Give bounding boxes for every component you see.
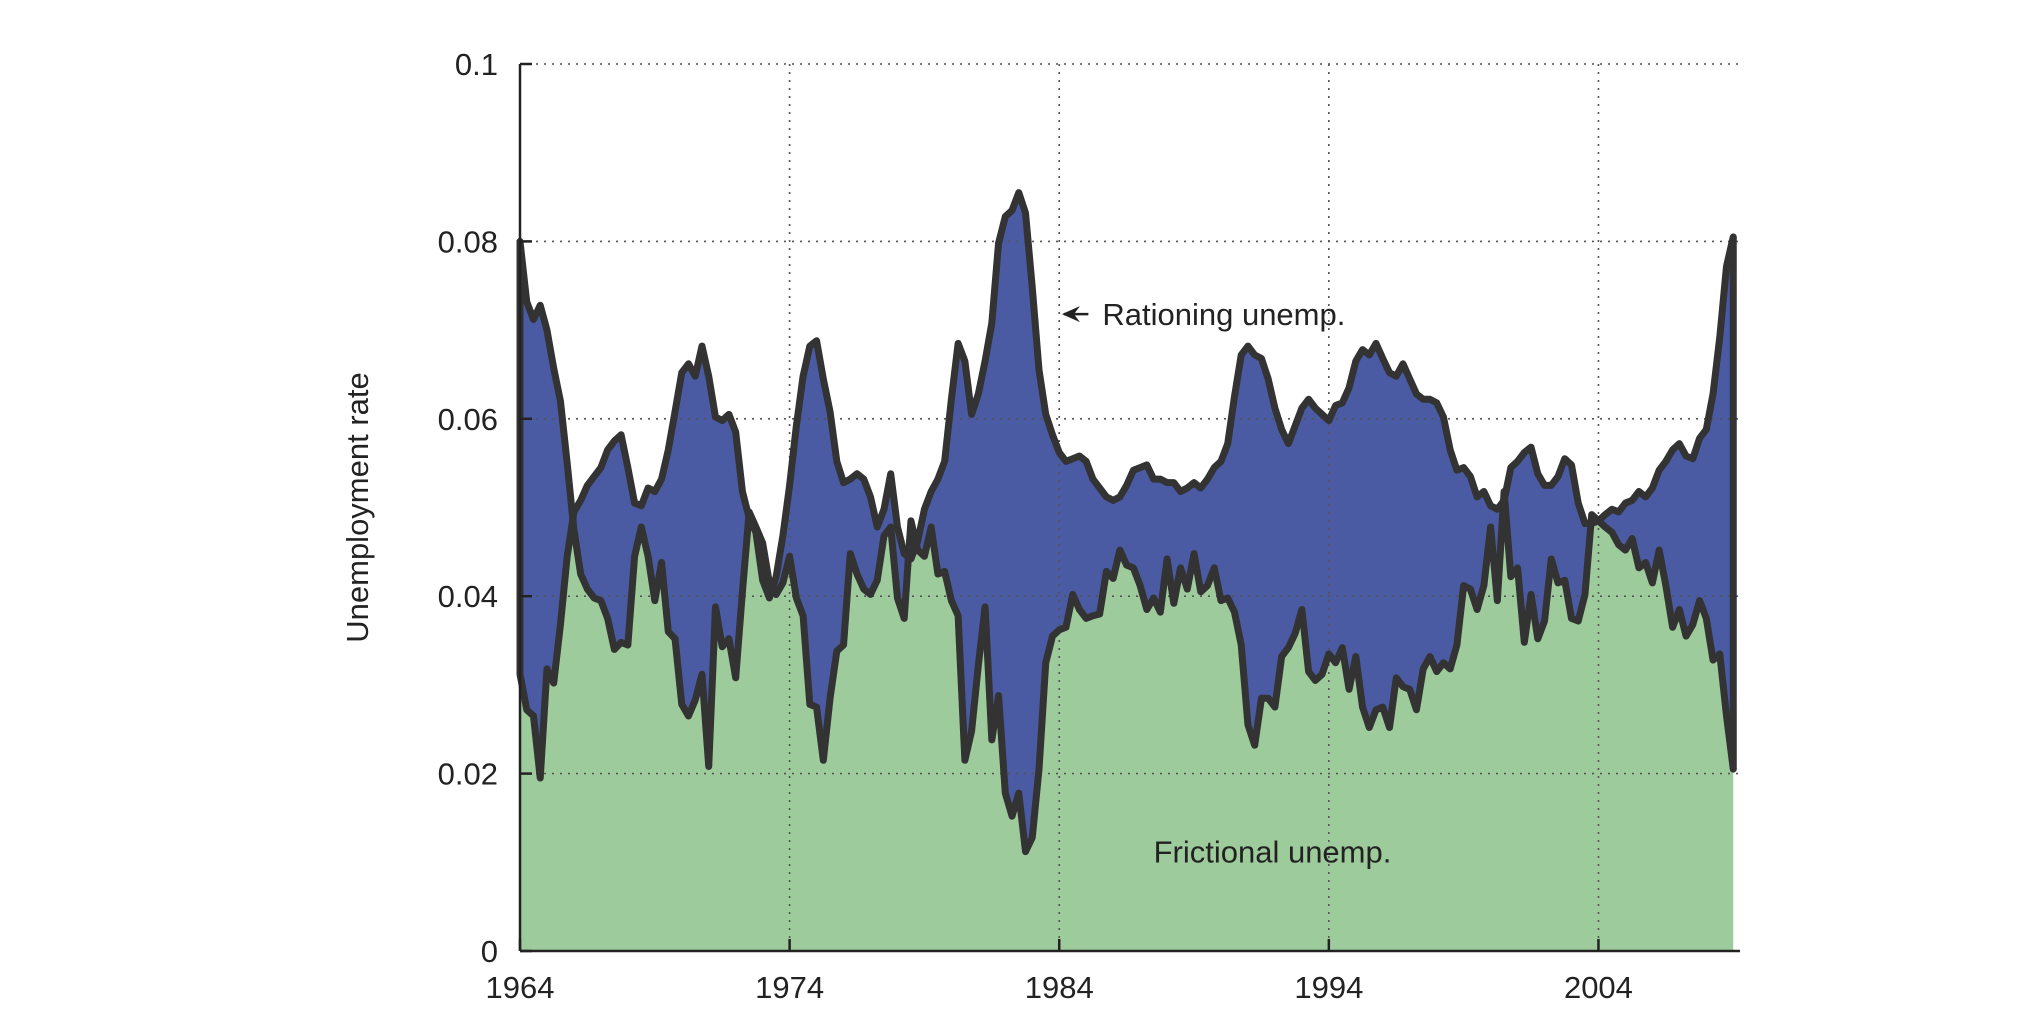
frictional-area [520,497,1734,951]
x-tick-label-1: 1974 [755,970,824,1005]
y-axis-title: Unemployment rate [340,372,375,643]
axes [518,62,1740,953]
rationing-label: Rationing unemp. [1102,297,1345,332]
y-tick-label-4: 0.08 [438,224,498,259]
frictional-line [516,189,1737,782]
area-fills [520,192,1734,951]
grid-lines [520,63,1740,951]
annotation-arrow-head [1061,306,1080,323]
y-tick-label-1: 0.02 [438,757,498,792]
x-tick-label-3: 1994 [1294,970,1363,1005]
y-tick-label-5: 0.1 [455,47,498,82]
rationing-area [520,192,1734,852]
y-tick-label-0: 0 [481,934,498,969]
x-tick-label-2: 1984 [1025,970,1094,1005]
frictional-label: Frictional unemp. [1154,835,1392,870]
y-tick-label-2: 0.04 [438,579,498,614]
x-tick-label-4: 2004 [1564,970,1633,1005]
x-tick-label-0: 1964 [486,970,555,1005]
tick-labels: 0 0.02 0.04 0.06 0.08 0.1 1964 1974 1984 1994 2004… [340,47,1633,1005]
y-tick-label-3: 0.06 [438,402,498,437]
rationing-line [516,237,1737,856]
annotations: Rationing unemp. Frictional unemp. [1061,297,1392,870]
